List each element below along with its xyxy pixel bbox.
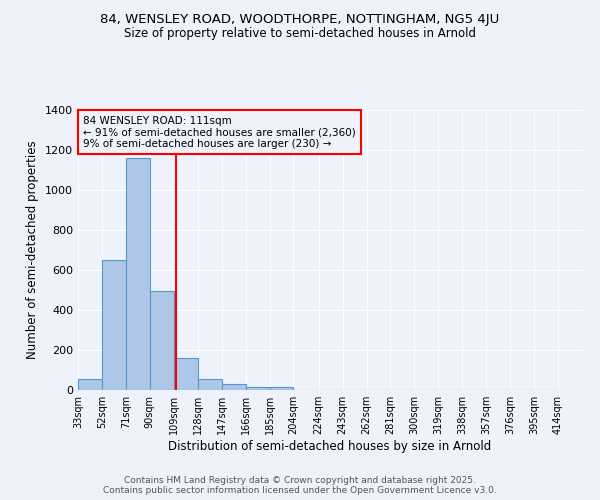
Text: 84 WENSLEY ROAD: 111sqm
← 91% of semi-detached houses are smaller (2,360)
9% of : 84 WENSLEY ROAD: 111sqm ← 91% of semi-de…	[83, 116, 356, 149]
Bar	[245, 387, 269, 390]
Text: 84, WENSLEY ROAD, WOODTHORPE, NOTTINGHAM, NG5 4JU: 84, WENSLEY ROAD, WOODTHORPE, NOTTINGHAM…	[100, 12, 500, 26]
Bar	[102, 260, 126, 390]
Bar	[150, 290, 174, 390]
Bar	[269, 388, 293, 390]
Bar	[78, 378, 102, 390]
Text: Contains HM Land Registry data © Crown copyright and database right 2025.
Contai: Contains HM Land Registry data © Crown c…	[103, 476, 497, 495]
Bar	[126, 158, 150, 390]
Bar	[174, 358, 198, 390]
Text: Size of property relative to semi-detached houses in Arnold: Size of property relative to semi-detach…	[124, 28, 476, 40]
Bar	[221, 384, 245, 390]
X-axis label: Distribution of semi-detached houses by size in Arnold: Distribution of semi-detached houses by …	[169, 440, 491, 453]
Bar	[198, 378, 221, 390]
Y-axis label: Number of semi-detached properties: Number of semi-detached properties	[26, 140, 40, 360]
